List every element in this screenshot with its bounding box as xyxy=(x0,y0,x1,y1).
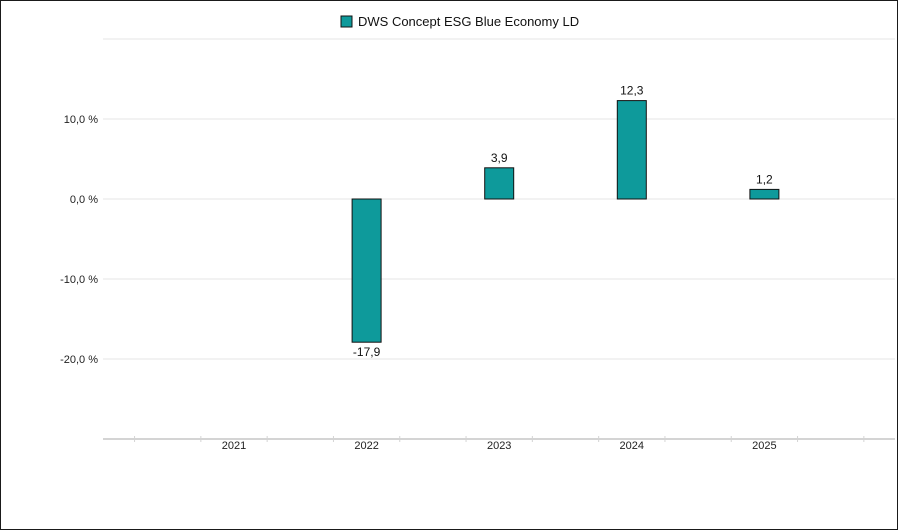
y-tick-label: -10,0 % xyxy=(60,274,98,286)
bars: -17,9 3,9 12,3 1,2 xyxy=(351,84,780,359)
x-tick-label: 2023 xyxy=(487,440,511,452)
y-tick-label: -20,0 % xyxy=(60,354,98,366)
bar-2023 xyxy=(484,167,515,200)
x-tick-label: 2022 xyxy=(354,440,378,452)
data-label-2023: 3,9 xyxy=(491,151,508,165)
y-axis-ticks: 10,0 % 0,0 % -10,0 % -20,0 % xyxy=(60,114,98,366)
bar-2022 xyxy=(351,198,382,343)
x-axis: 2021 2022 2023 2024 2025 xyxy=(103,436,895,452)
x-tick-label: 2025 xyxy=(752,440,776,452)
y-tick-label: 0,0 % xyxy=(70,194,98,206)
legend-swatch xyxy=(340,15,353,28)
bar-2025 xyxy=(749,188,780,200)
data-label-2025: 1,2 xyxy=(756,172,773,186)
data-label-2022: -17,9 xyxy=(353,345,381,359)
legend-label: DWS Concept ESG Blue Economy LD xyxy=(358,14,579,29)
x-tick-label: 2021 xyxy=(222,440,246,452)
legend: DWS Concept ESG Blue Economy LD xyxy=(340,14,579,29)
x-tick-label: 2024 xyxy=(620,440,644,452)
bar-2024 xyxy=(616,100,647,200)
y-tick-label: 10,0 % xyxy=(64,114,98,126)
data-label-2024: 12,3 xyxy=(620,84,644,98)
